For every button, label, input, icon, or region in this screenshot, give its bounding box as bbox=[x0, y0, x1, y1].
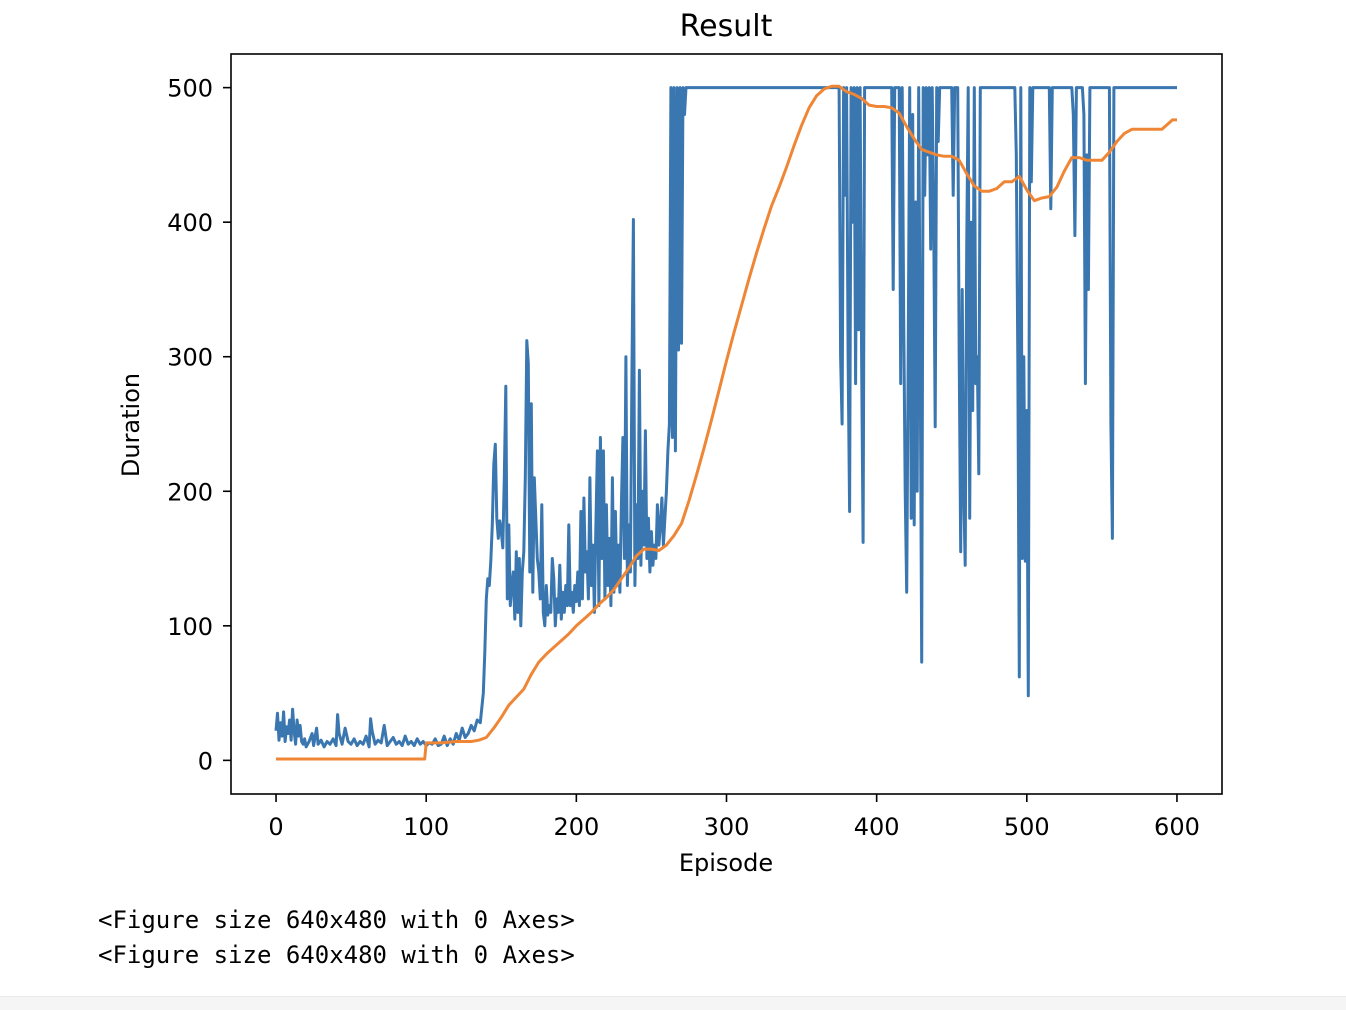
series-layer bbox=[274, 84, 1177, 761]
x-axis-label: Episode bbox=[679, 849, 773, 877]
x-tick-label: 600 bbox=[1154, 813, 1200, 841]
output-line-1: <Figure size 640x480 with 0 Axes> bbox=[98, 906, 575, 934]
y-axis-ticks: 0 100 200 300 400 500 bbox=[167, 75, 231, 775]
y-tick-label: 400 bbox=[167, 209, 213, 237]
cell-output: <Figure size 640x480 with 0 Axes> <Figure… bbox=[98, 903, 575, 973]
x-tick-label: 200 bbox=[553, 813, 599, 841]
y-tick-label: 300 bbox=[167, 344, 213, 372]
x-axis-ticks: 0 100 200 300 400 500 600 bbox=[268, 794, 1200, 841]
cell-divider bbox=[0, 996, 1346, 1010]
y-tick-label: 100 bbox=[167, 613, 213, 641]
y-tick-label: 500 bbox=[167, 75, 213, 103]
y-tick-label: 0 bbox=[198, 747, 213, 775]
x-tick-label: 500 bbox=[1004, 813, 1050, 841]
x-tick-label: 0 bbox=[268, 813, 283, 841]
x-tick-label: 300 bbox=[704, 813, 750, 841]
output-line-2: <Figure size 640x480 with 0 Axes> bbox=[98, 941, 575, 969]
x-tick-label: 100 bbox=[403, 813, 449, 841]
series-line-1 bbox=[274, 86, 1177, 749]
y-axis-label: Duration bbox=[117, 373, 145, 477]
series-line-2 bbox=[276, 84, 1177, 761]
y-tick-label: 200 bbox=[167, 478, 213, 506]
x-tick-label: 400 bbox=[854, 813, 900, 841]
result-chart: Result 0 100 200 300 400 500 600 0 100 200 300 400… bbox=[117, 9, 1223, 877]
chart-title: Result bbox=[680, 9, 773, 44]
